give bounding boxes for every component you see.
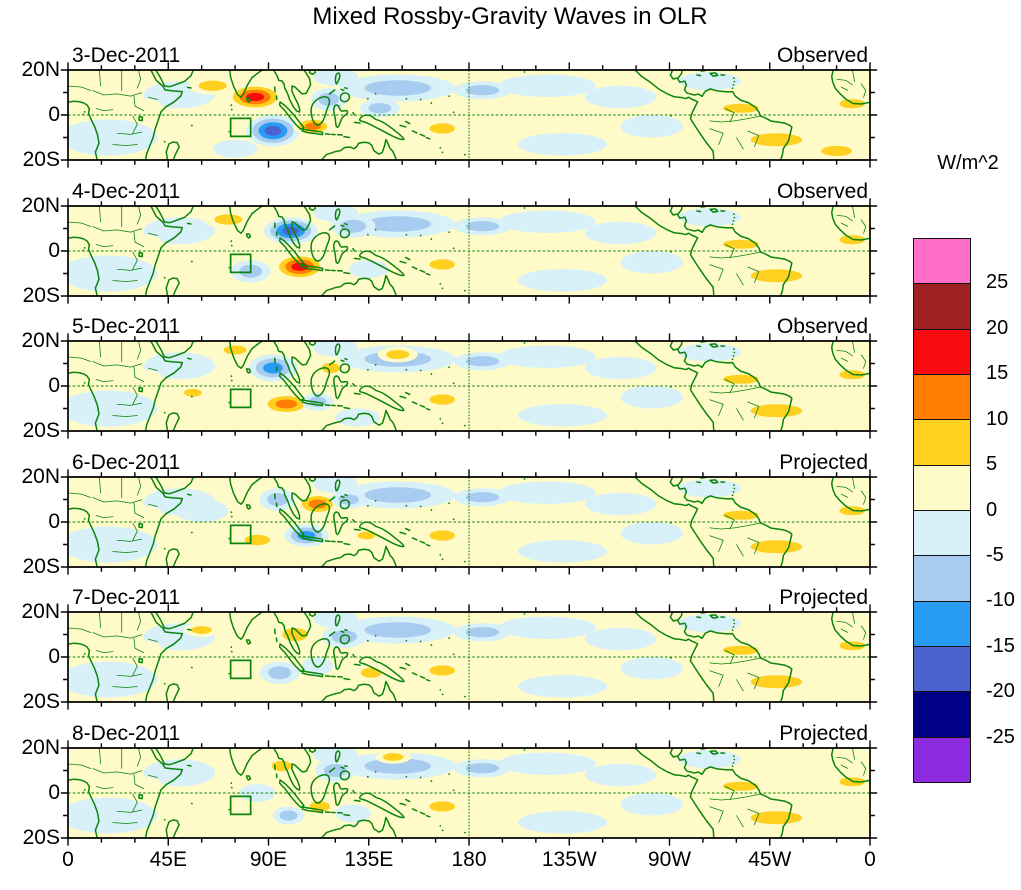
colorbar-tick-label: -20 xyxy=(986,680,1015,703)
panel-type-label: Projected xyxy=(779,586,868,610)
y-axis-tick-label: 20N xyxy=(21,736,60,759)
colorbar-tick-label: 10 xyxy=(986,407,1009,430)
colorbar-segment xyxy=(914,555,970,601)
x-axis-tick-label: 45E xyxy=(149,848,187,871)
y-axis-tick-label: 20N xyxy=(21,464,60,488)
y-axis-tick-label: 20N xyxy=(21,58,60,81)
y-axis-tick-label: 0 xyxy=(48,645,60,669)
region-box xyxy=(231,254,251,272)
y-axis-tick-label: 0 xyxy=(48,374,60,398)
panel-map-8-Dec-2011 xyxy=(68,748,870,838)
panel-date-label: 3-Dec-2011 xyxy=(72,44,181,67)
colorbar-segment xyxy=(914,645,970,692)
y-axis-tick-label: 20N xyxy=(21,193,60,217)
x-axis-tick-label: 90E xyxy=(249,848,288,871)
x-axis-tick-label: 45W xyxy=(748,848,792,871)
colorbar-tick-label: 25 xyxy=(986,271,1009,294)
colorbar-segment xyxy=(914,373,970,420)
axis-ticks xyxy=(61,469,877,574)
y-axis-tick-label: 20S xyxy=(22,419,60,443)
y-axis-tick-label: 20N xyxy=(21,329,60,353)
region-box xyxy=(231,796,251,814)
figure-title: Mixed Rossby-Gravity Waves in OLR xyxy=(312,3,708,30)
y-axis-tick-label: 20S xyxy=(22,826,60,849)
y-axis-tick-label: 20S xyxy=(22,554,60,578)
colorbar-tick-label: 20 xyxy=(986,316,1009,339)
region-box xyxy=(231,118,251,136)
colorbar-tick-label: -10 xyxy=(986,589,1015,612)
colorbar-segment xyxy=(914,600,970,646)
axis-ticks xyxy=(61,62,877,167)
colorbar-segment xyxy=(914,328,970,374)
axis-ticks xyxy=(61,334,877,439)
colorbar-segment xyxy=(914,283,970,329)
colorbar-tick-label: -25 xyxy=(986,725,1015,748)
panel-type-label: Observed xyxy=(776,44,868,67)
y-axis-tick-label: 20S xyxy=(22,283,60,307)
colorbar-segment xyxy=(914,736,970,782)
panel-date-label: 6-Dec-2011 xyxy=(72,450,181,474)
y-axis-tick-label: 20S xyxy=(22,148,60,171)
panel-type-label: Projected xyxy=(779,722,868,745)
colorbar-segment xyxy=(914,239,970,284)
panel-date-label: 4-Dec-2011 xyxy=(72,179,181,203)
colorbar-segment xyxy=(914,691,970,737)
region-box xyxy=(231,661,251,679)
colorbar-tick-label: 0 xyxy=(986,498,998,521)
colorbar-segment xyxy=(914,464,970,510)
panel-map-3-Dec-2011 xyxy=(68,70,870,160)
x-axis-tick-label: 0 xyxy=(62,848,74,871)
panel-date-label: 7-Dec-2011 xyxy=(72,586,181,610)
colorbar-tick-label: 5 xyxy=(986,453,998,476)
region-box xyxy=(231,525,251,543)
y-axis-tick-label: 0 xyxy=(48,103,60,126)
panel-map-5-Dec-2011 xyxy=(68,341,870,431)
x-axis-tick-label: 90W xyxy=(647,848,692,871)
panel-type-label: Observed xyxy=(776,179,868,203)
panel-map-6-Dec-2011 xyxy=(68,477,870,567)
colorbar-units-label: W/m^2 xyxy=(937,152,999,174)
x-axis-tick-label: 0 xyxy=(864,848,876,871)
x-axis-tick-label: 135W xyxy=(541,848,597,871)
panel-date-label: 8-Dec-2011 xyxy=(72,722,181,745)
panel-map-7-Dec-2011 xyxy=(68,612,870,702)
panel-type-label: Projected xyxy=(779,450,868,474)
panel-type-label: Observed xyxy=(776,315,868,339)
colorbar-tick-label: 15 xyxy=(986,362,1009,385)
axis-ticks xyxy=(61,605,877,710)
colorbar-tick-label: -15 xyxy=(986,634,1015,657)
panel-date-label: 5-Dec-2011 xyxy=(72,315,181,339)
axis-ticks xyxy=(61,740,877,845)
y-axis-tick-label: 0 xyxy=(48,781,60,804)
panel-map-4-Dec-2011 xyxy=(68,206,870,296)
y-axis-tick-label: 0 xyxy=(48,509,60,533)
colorbar-segment xyxy=(914,509,970,556)
axis-ticks xyxy=(61,198,877,303)
colorbar-segment xyxy=(914,419,970,465)
y-axis-tick-label: 20S xyxy=(22,690,60,714)
x-axis-tick-label: 135E xyxy=(344,848,394,871)
y-axis-tick-label: 20N xyxy=(21,600,60,624)
colorbar-tick-label: -5 xyxy=(986,543,1004,566)
colorbar xyxy=(913,238,971,783)
y-axis-tick-label: 0 xyxy=(48,238,60,262)
region-box xyxy=(231,390,251,408)
x-axis-tick-label: 180 xyxy=(451,848,487,871)
